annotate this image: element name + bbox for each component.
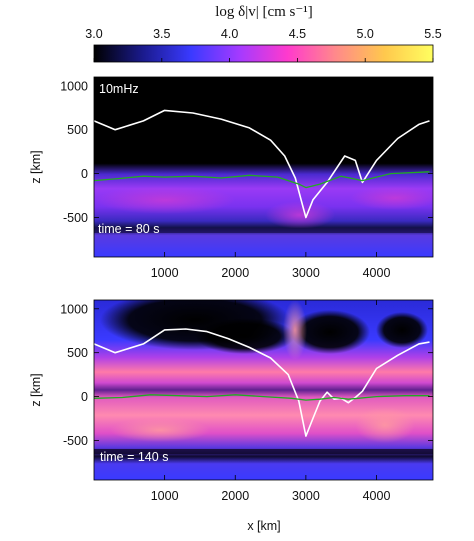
- panel-2: time = 140 s 1000 500 0 -500 1000 2000 3000 400…: [29, 299, 434, 533]
- x-tick-label: 3000: [292, 266, 320, 280]
- white-contour-line: [94, 109, 430, 219]
- colorbar-tick-label: 5.5: [424, 27, 441, 41]
- y-tick-label: 0: [81, 167, 88, 181]
- panel-2-axes: 1000 500 0 -500 1000 2000 3000 4000: [60, 300, 433, 503]
- x-tick-label: 3000: [292, 489, 320, 503]
- white-contour-line: [94, 328, 430, 437]
- green-contour-line: [94, 171, 430, 189]
- y-tick-label: 1000: [60, 79, 88, 93]
- x-tick-label: 4000: [363, 489, 391, 503]
- colorbar-tick-label: 3.5: [153, 27, 170, 41]
- x-tick-label: 4000: [363, 266, 391, 280]
- y-tick-label: 500: [67, 123, 88, 137]
- panel-1-heatmap: [94, 77, 433, 257]
- y-tick-label: -500: [63, 434, 88, 448]
- colorbar-tick-label: 4.0: [221, 27, 238, 41]
- y-tick-label: 500: [67, 346, 88, 360]
- y-tick-label: 1000: [60, 302, 88, 316]
- y-tick-label: -500: [63, 211, 88, 225]
- y-tick-label: 0: [81, 390, 88, 404]
- panel-1-frame: [93, 76, 434, 258]
- panel-2-heatmap: [94, 300, 433, 480]
- panel-2-ylabel: z [km]: [29, 373, 43, 406]
- x-tick-label: 2000: [221, 489, 249, 503]
- colorbar-tick-label: 4.5: [289, 27, 306, 41]
- colorbar-ticks: 3.0 3.5 4.0 4.5 5.0 5.5: [85, 27, 442, 62]
- green-contour-line: [94, 394, 430, 401]
- colorbar-gradient: [93, 44, 434, 63]
- x-tick-label: 2000: [221, 266, 249, 280]
- panel-2-time-label: time = 140 s: [100, 450, 168, 464]
- panel-2-lines: [94, 328, 430, 437]
- colorbar: log δ|v| [cm s⁻¹] 3.0 3.5 4.0 4.5 5.0 5.5: [85, 4, 442, 63]
- x-tick-label: 1000: [151, 489, 179, 503]
- x-tick-label: 1000: [151, 266, 179, 280]
- panel-1-lines: [94, 109, 430, 219]
- panel-1-ylabel: z [km]: [29, 150, 43, 183]
- panel-1-axes: 1000 500 0 -500 1000 2000 3000 4000: [60, 77, 433, 280]
- panel-1-frequency-label: 10mHz: [99, 82, 139, 96]
- panel-2-frame: [93, 299, 434, 481]
- panel-1: 10mHz time = 80 s 1000 500 0 -500 1000 2000 30…: [29, 76, 434, 280]
- colorbar-tick-label: 3.0: [85, 27, 102, 41]
- panel-1-time-label: time = 80 s: [98, 222, 160, 236]
- panel-2-xlabel: x [km]: [247, 519, 280, 533]
- colorbar-label: log δ|v| [cm s⁻¹]: [215, 4, 313, 20]
- colorbar-tick-label: 5.0: [357, 27, 374, 41]
